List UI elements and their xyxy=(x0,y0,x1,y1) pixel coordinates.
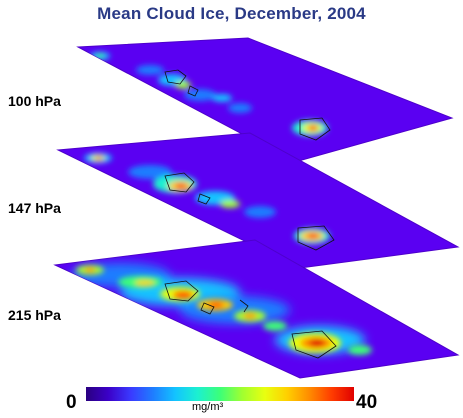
figure-title: Mean Cloud Ice, December, 2004 xyxy=(97,4,366,23)
layer-label-147hpa: 147 hPa xyxy=(8,200,61,216)
colorbar-unit-label: mg/m³ xyxy=(192,401,224,413)
layer-label-100hpa: 100 hPa xyxy=(8,93,61,109)
layer-215hpa xyxy=(53,239,460,379)
colorbar-max-label: 40 xyxy=(356,392,378,413)
layer-147hpa xyxy=(56,132,460,269)
colorbar xyxy=(86,387,354,401)
layer-label-215hpa: 215 hPa xyxy=(8,307,61,323)
layer-100hpa xyxy=(76,37,454,163)
colorbar-min-label: 0 xyxy=(66,392,77,413)
